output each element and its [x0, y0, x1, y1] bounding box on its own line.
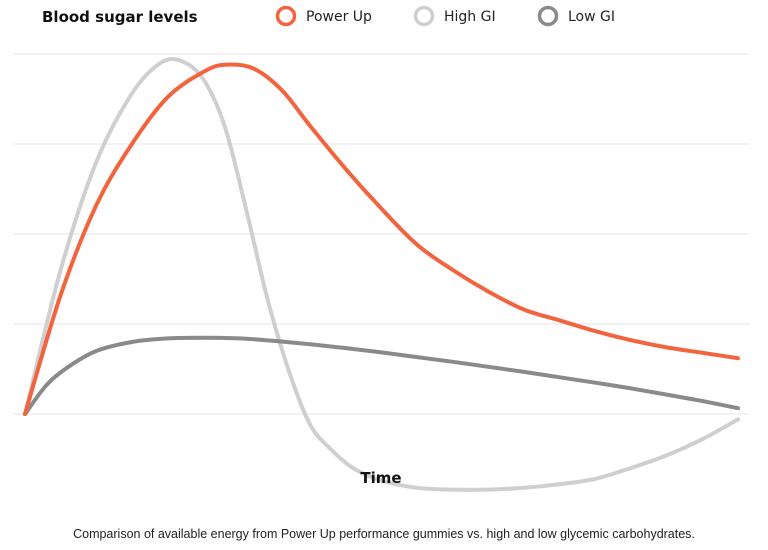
- legend-label: Low GI: [568, 9, 615, 25]
- legend: Power Up High GI Low GI: [275, 5, 615, 27]
- gridlines: [14, 53, 750, 415]
- legend-label: Power Up: [306, 9, 372, 25]
- chart-caption: Comparison of available energy from Powe…: [73, 527, 695, 541]
- legend-label: High GI: [444, 9, 496, 25]
- legend-item-low-gi: Low GI: [537, 5, 615, 27]
- chart-title: Blood sugar levels: [42, 8, 198, 26]
- legend-item-power-up: Power Up: [275, 5, 372, 27]
- x-axis-label: Time: [360, 469, 401, 487]
- legend-marker: [413, 5, 435, 27]
- legend-marker: [537, 5, 559, 27]
- series-line-high-gi: [23, 57, 740, 492]
- plot-area: [23, 57, 740, 492]
- series-line-low-gi: [23, 335, 740, 416]
- series-line-power-up: [23, 62, 740, 416]
- legend-marker: [275, 5, 297, 27]
- legend-item-high-gi: High GI: [413, 5, 496, 27]
